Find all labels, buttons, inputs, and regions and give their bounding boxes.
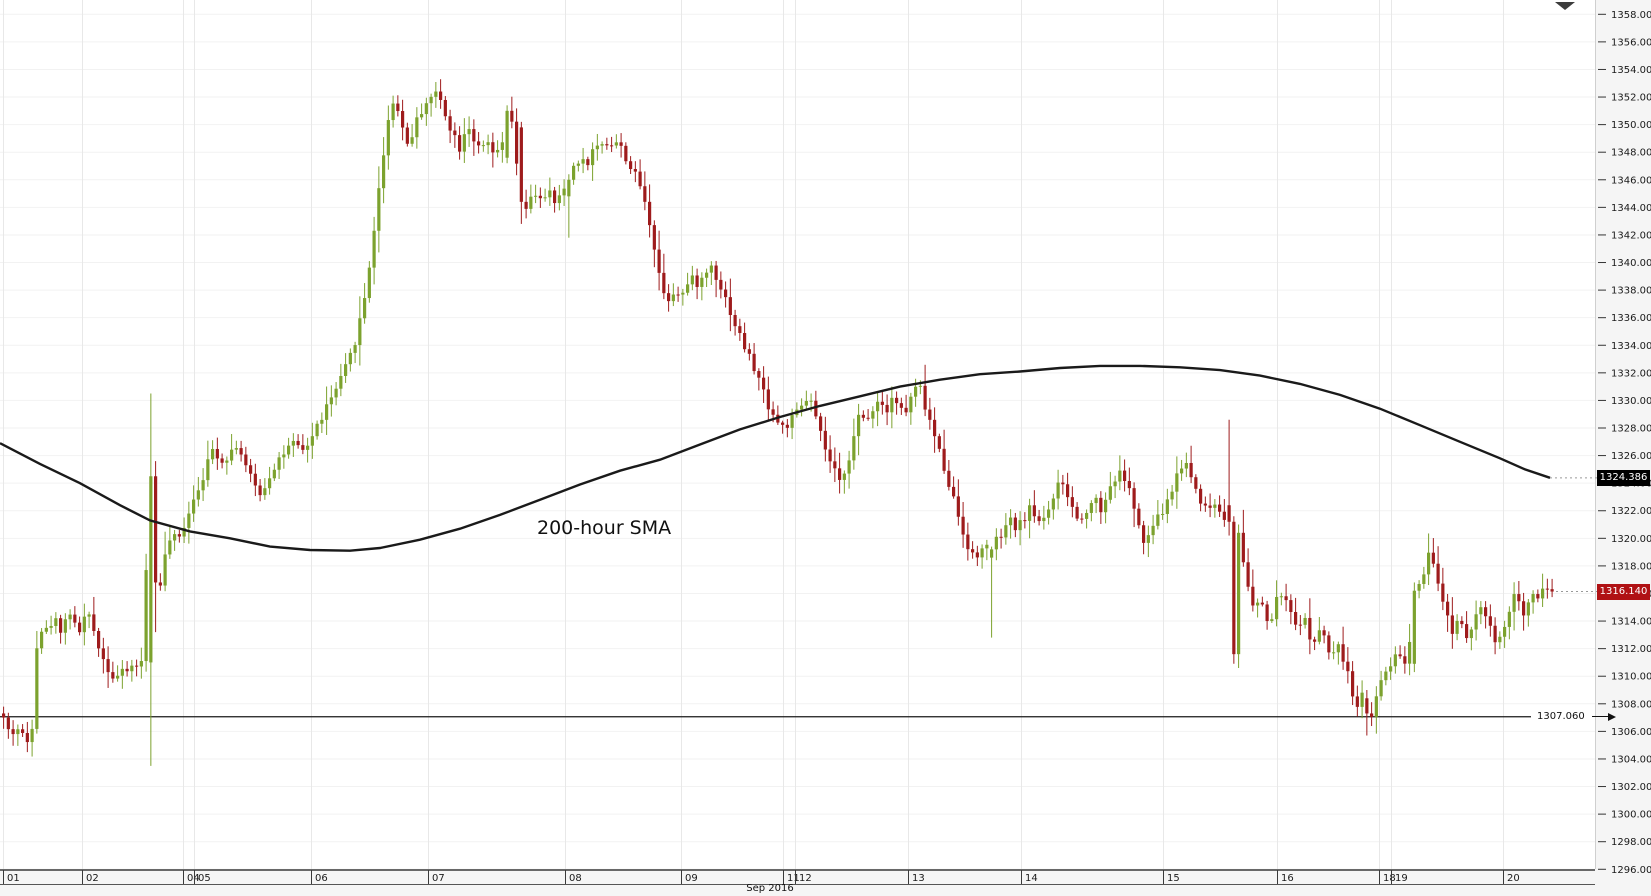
svg-text:1296.00: 1296.00 (1611, 865, 1651, 876)
svg-text:1308.00: 1308.00 (1611, 699, 1651, 710)
svg-text:11: 11 (787, 873, 800, 884)
svg-text:1332.00: 1332.00 (1611, 368, 1651, 379)
svg-text:1304.00: 1304.00 (1611, 754, 1651, 765)
svg-text:1322.00: 1322.00 (1611, 506, 1651, 517)
svg-text:1306.00: 1306.00 (1611, 727, 1651, 738)
svg-text:08: 08 (569, 873, 582, 884)
svg-text:04: 04 (187, 873, 200, 884)
svg-text:1336.00: 1336.00 (1611, 313, 1651, 324)
svg-text:15: 15 (1167, 873, 1180, 884)
month-label: Sep 2016 (746, 883, 794, 894)
svg-text:1344.00: 1344.00 (1611, 203, 1651, 214)
svg-text:1310.00: 1310.00 (1611, 672, 1651, 683)
svg-text:16: 16 (1281, 873, 1294, 884)
svg-text:14: 14 (1025, 873, 1038, 884)
svg-text:01: 01 (7, 873, 20, 884)
svg-text:12: 12 (799, 873, 812, 884)
svg-text:1314.00: 1314.00 (1611, 617, 1651, 628)
svg-text:1328.00: 1328.00 (1611, 424, 1651, 435)
svg-text:1346.00: 1346.00 (1611, 175, 1651, 186)
horizontal-line-label: 1307.060 (1537, 711, 1616, 722)
svg-text:07: 07 (432, 873, 445, 884)
svg-text:1330.00: 1330.00 (1611, 396, 1651, 407)
svg-text:1348.00: 1348.00 (1611, 148, 1651, 159)
sma-annotation: 200-hour SMA (537, 517, 672, 539)
svg-text:1342.00: 1342.00 (1611, 230, 1651, 241)
svg-text:1320.00: 1320.00 (1611, 534, 1651, 545)
svg-text:1356.00: 1356.00 (1611, 37, 1651, 48)
price-axis[interactable] (1595, 0, 1651, 869)
svg-text:18: 18 (1383, 873, 1396, 884)
svg-text:1318.00: 1318.00 (1611, 561, 1651, 572)
horizontal-line-value: 1307.060 (1537, 711, 1585, 722)
svg-text:1350.00: 1350.00 (1611, 120, 1651, 131)
svg-text:09: 09 (685, 873, 698, 884)
right-arrow-icon (1591, 716, 1608, 717)
svg-text:06: 06 (315, 873, 328, 884)
svg-text:1326.00: 1326.00 (1611, 451, 1651, 462)
svg-text:1358.00: 1358.00 (1611, 10, 1651, 21)
svg-text:1302.00: 1302.00 (1611, 782, 1651, 793)
last-price-label: 1316.140 (1597, 583, 1650, 600)
sma-value-label: 1324.386 (1597, 469, 1650, 486)
svg-text:1312.00: 1312.00 (1611, 644, 1651, 655)
svg-text:20: 20 (1507, 873, 1520, 884)
svg-text:13: 13 (912, 873, 925, 884)
svg-text:1334.00: 1334.00 (1611, 341, 1651, 352)
svg-text:1298.00: 1298.00 (1611, 837, 1651, 848)
svg-text:1354.00: 1354.00 (1611, 65, 1651, 76)
svg-text:19: 19 (1395, 873, 1408, 884)
svg-text:1338.00: 1338.00 (1611, 286, 1651, 297)
svg-text:1300.00: 1300.00 (1611, 810, 1651, 821)
svg-text:05: 05 (198, 873, 211, 884)
chevron-down-icon[interactable] (1555, 2, 1575, 10)
svg-text:02: 02 (86, 873, 99, 884)
right-arrowhead-icon (1607, 712, 1616, 721)
svg-text:1352.00: 1352.00 (1611, 93, 1651, 104)
svg-text:1340.00: 1340.00 (1611, 258, 1651, 269)
time-axis[interactable] (0, 869, 1651, 896)
